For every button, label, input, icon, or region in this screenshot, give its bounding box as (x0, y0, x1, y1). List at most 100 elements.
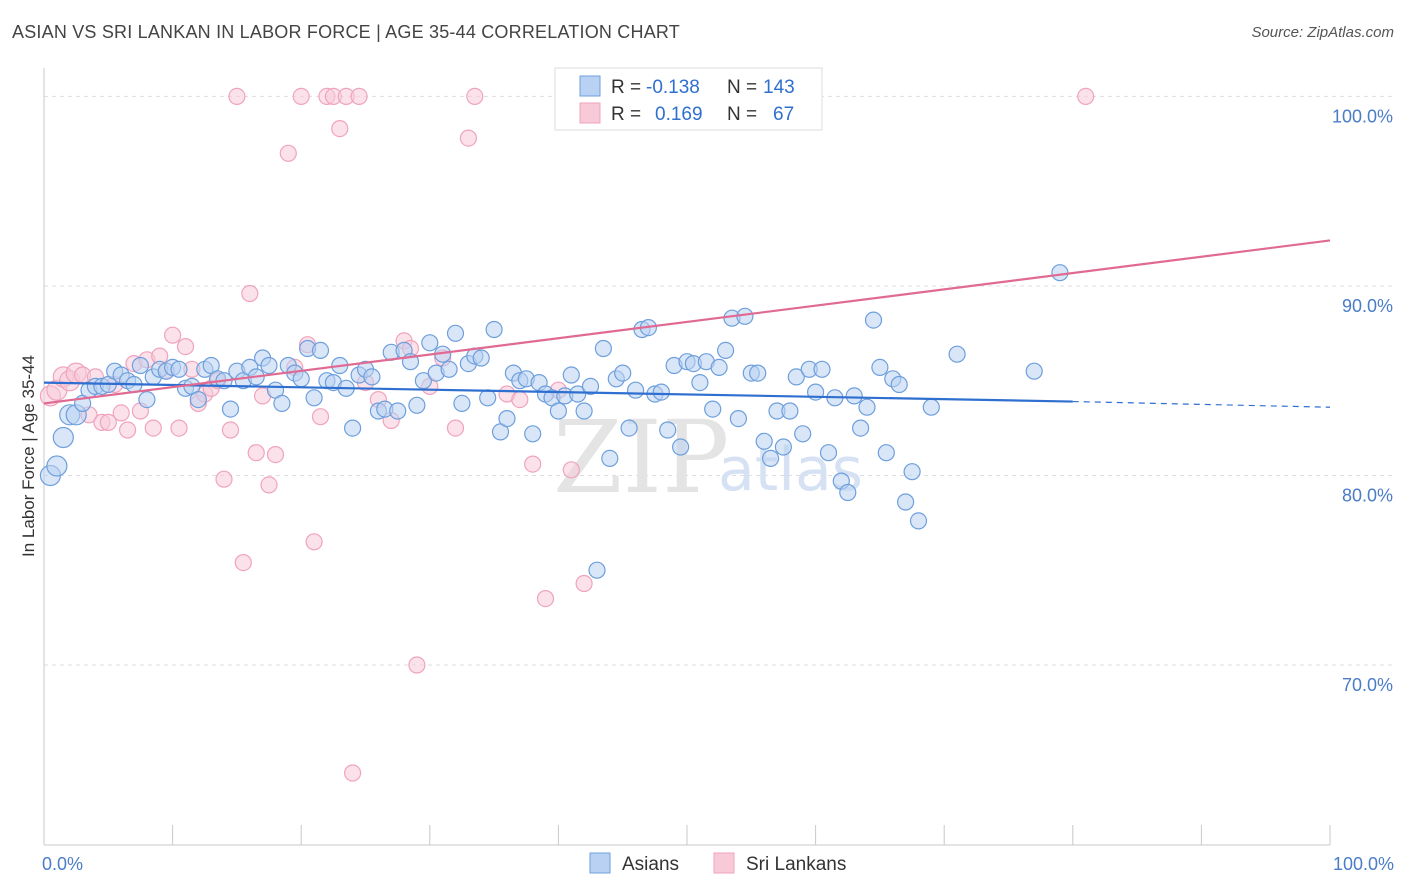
legend-swatch-srilankans (579, 102, 601, 124)
srilankan-point-56 (446, 419, 465, 437)
asian-point-83 (575, 402, 593, 420)
bottom-legend-swatch-asians (589, 852, 611, 874)
trend-lines (43, 239, 1331, 408)
asian-point-57 (408, 396, 426, 414)
srilankan-point-29 (228, 87, 246, 106)
asian-point-105 (716, 341, 735, 359)
y-axis-label: In Labor Force | Age 35-44 (19, 355, 38, 557)
asian-point-132 (890, 375, 908, 394)
series-asians-points (39, 264, 1069, 579)
srilankan-point-41 (311, 408, 330, 426)
srilankan-point-61 (524, 455, 542, 473)
asian-point-127 (858, 398, 876, 416)
srilankan-point-16 (144, 419, 162, 437)
x-tick-label-max: 100.0% (1333, 854, 1394, 874)
srilankan-point-60 (511, 391, 529, 409)
srilankan-point-19 (164, 326, 182, 344)
srilankan-point-30 (234, 553, 252, 572)
asian-point-47 (344, 419, 362, 437)
asian-point-135 (909, 512, 928, 530)
asian-point-86 (594, 339, 613, 358)
asian-point-84 (581, 377, 600, 395)
legend-swatch-asians (579, 75, 601, 97)
x-tick-label-min: 0.0% (42, 854, 83, 874)
asian-point-138 (1025, 362, 1043, 380)
chart-source: Source: ZipAtlas.com (1251, 24, 1394, 41)
srilankan-point-20 (170, 419, 188, 437)
asian-point-63 (446, 324, 465, 342)
asian-point-115 (781, 402, 799, 420)
asian-point-117 (794, 425, 812, 443)
asian-point-28 (221, 400, 240, 418)
srilankan-point-47 (350, 87, 368, 106)
asian-point-90 (620, 419, 638, 437)
asian-point-98 (671, 438, 690, 456)
asian-point-36 (273, 394, 291, 412)
asian-point-139 (1051, 264, 1069, 282)
asian-point-137 (948, 345, 966, 363)
bottom-legend-label-srilankans: Sri Lankans (746, 854, 846, 875)
srilankan-point-35 (266, 446, 285, 464)
srilankan-point-38 (292, 87, 310, 106)
trend-line-asians (43, 381, 1073, 403)
legend-top: R = -0.138 N = 143 R = 0.169 N = 67 (554, 67, 823, 131)
asian-point-126 (851, 419, 870, 437)
asian-point-129 (871, 358, 889, 376)
asian-point-14 (131, 356, 149, 375)
asian-point-34 (260, 356, 278, 375)
asian-point-42 (311, 341, 330, 359)
srilankan-point-66 (1077, 87, 1095, 106)
asian-point-87 (601, 449, 619, 467)
asian-point-75 (524, 425, 542, 443)
asian-point-111 (755, 432, 773, 450)
asian-point-95 (652, 383, 670, 401)
asian-point-54 (389, 402, 407, 420)
legend-n-label-srilankans: N = (727, 104, 757, 125)
asian-point-15 (138, 391, 156, 409)
asian-point-112 (761, 449, 780, 467)
srilankan-point-11 (112, 404, 130, 422)
srilankan-point-40 (305, 533, 323, 551)
asian-point-62 (440, 360, 458, 378)
srilankan-point-21 (176, 338, 195, 356)
srilankan-point-36 (279, 144, 297, 162)
srilankan-point-57 (459, 129, 477, 147)
legend-r-value-asians: -0.138 (646, 77, 700, 98)
asian-point-41 (305, 389, 323, 407)
asian-point-64 (453, 394, 471, 412)
asian-point-85 (588, 561, 606, 579)
asian-point-68 (479, 389, 497, 407)
asian-point-130 (877, 444, 895, 462)
bottom-legend-label-asians: Asians (622, 854, 679, 875)
asian-point-124 (839, 483, 857, 502)
watermark: ZIP atlas (553, 399, 863, 516)
srilankan-point-58 (466, 87, 484, 106)
asian-point-120 (813, 360, 831, 378)
x-tick-marks (172, 825, 1331, 845)
srilankan-point-31 (241, 284, 259, 303)
srilankan-point-27 (215, 470, 233, 488)
bottom-legend-swatch-srilankans (713, 852, 735, 874)
trend-line-asians-extension (1072, 400, 1331, 408)
srilankan-point-32 (247, 444, 265, 462)
y-tick-label-100: 100.0% (1332, 106, 1393, 126)
asian-point-104 (710, 358, 728, 376)
asian-point-128 (864, 311, 883, 329)
y-tick-labels: 100.0% 90.0% 80.0% 70.0% (1332, 106, 1393, 695)
asian-point-20 (170, 360, 188, 378)
y-tick-label-80: 80.0% (1342, 485, 1393, 505)
asian-point-133 (896, 493, 915, 511)
asian-point-125 (845, 387, 863, 405)
asian-point-79 (549, 402, 568, 420)
legend-r-value-srilankans: 0.169 (655, 104, 703, 125)
asian-point-89 (614, 364, 632, 382)
legend-r-label-srilankans: R = (611, 104, 641, 125)
legend-r-label-asians: R = (611, 77, 641, 98)
asian-point-110 (749, 364, 767, 382)
srilankan-point-62 (536, 589, 555, 608)
asian-point-134 (903, 463, 921, 481)
asian-point-121 (819, 444, 838, 462)
asian-point-107 (729, 410, 748, 428)
asian-point-23 (189, 391, 207, 409)
srilankan-point-28 (221, 421, 240, 439)
